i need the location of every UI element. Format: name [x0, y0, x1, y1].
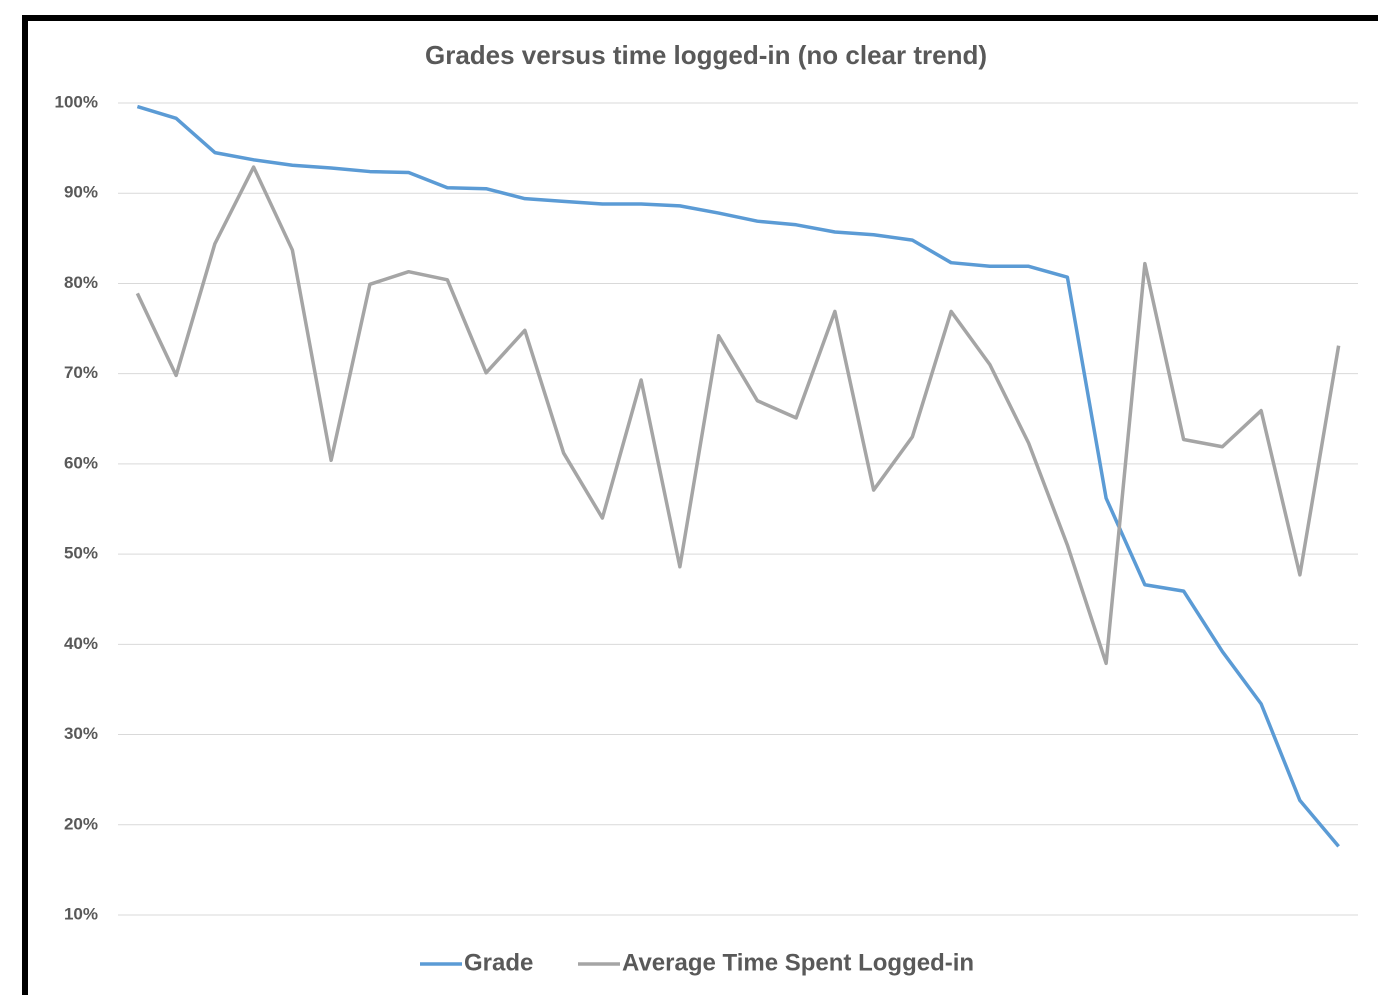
legend-label: Grade	[464, 949, 533, 976]
y-tick-label: 100%	[55, 92, 98, 111]
y-tick-label: 70%	[64, 363, 98, 382]
frame	[22, 15, 1378, 995]
y-tick-label: 50%	[64, 544, 98, 563]
data-line	[135, 165, 1341, 666]
y-tick-label: 10%	[64, 904, 98, 923]
legend-label: Average Time Spent Logged-in	[622, 949, 974, 976]
y-tick-label: 60%	[64, 453, 98, 472]
y-tick-label: 30%	[64, 724, 98, 743]
y-tick-label: 90%	[64, 183, 98, 202]
data-line	[136, 104, 1340, 848]
chart-title: Grades versus time logged-in (no clear t…	[425, 40, 987, 70]
y-tick-label: 80%	[64, 273, 98, 292]
y-tick-label: 40%	[64, 634, 98, 653]
y-tick-label: 20%	[64, 814, 98, 833]
